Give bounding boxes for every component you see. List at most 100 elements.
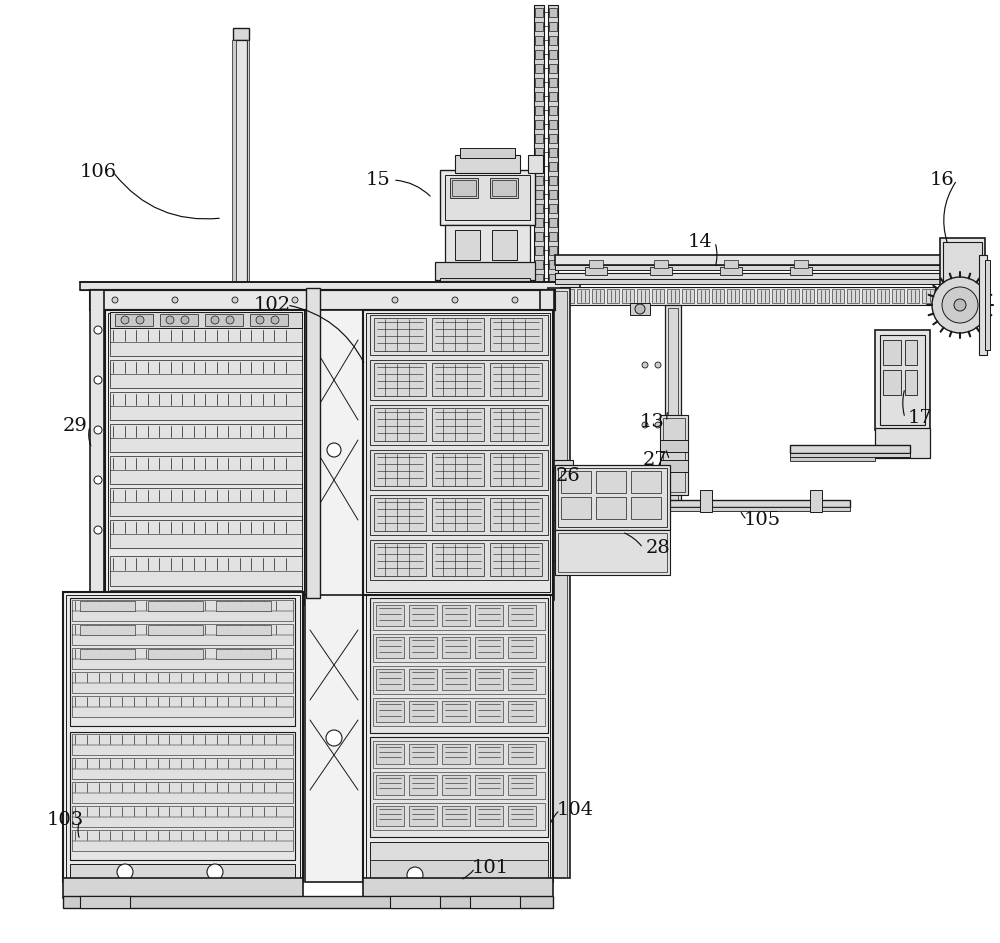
Bar <box>370 842 548 877</box>
Bar <box>979 255 987 355</box>
Bar <box>549 260 557 269</box>
Bar <box>555 530 670 575</box>
Bar <box>712 289 724 303</box>
Bar <box>450 178 478 198</box>
Circle shape <box>117 864 133 880</box>
Bar <box>549 120 557 129</box>
Bar <box>490 178 518 198</box>
Bar <box>305 310 363 595</box>
Text: 104: 104 <box>556 801 594 819</box>
Bar <box>373 698 545 726</box>
Bar <box>905 370 917 395</box>
Bar <box>490 498 542 531</box>
Bar <box>475 775 503 795</box>
Circle shape <box>136 316 144 324</box>
Bar <box>370 405 548 445</box>
Bar <box>373 772 545 799</box>
Bar <box>442 605 470 626</box>
Bar <box>555 279 980 284</box>
Text: 14: 14 <box>688 233 712 251</box>
Circle shape <box>94 526 102 534</box>
Bar <box>374 498 426 531</box>
Bar <box>561 471 591 493</box>
Bar <box>490 363 542 396</box>
Bar <box>370 450 548 490</box>
Circle shape <box>452 297 458 303</box>
Bar <box>72 696 293 717</box>
Bar <box>442 637 470 658</box>
Bar <box>110 312 302 328</box>
Bar <box>374 543 426 576</box>
Bar <box>877 289 889 303</box>
Bar <box>110 590 302 620</box>
Bar <box>370 737 548 837</box>
Text: 17: 17 <box>908 409 932 427</box>
Circle shape <box>407 867 423 883</box>
Text: 101: 101 <box>471 859 509 877</box>
Bar <box>832 289 844 303</box>
Circle shape <box>642 362 648 368</box>
Bar <box>110 312 302 320</box>
Bar <box>442 744 470 764</box>
Bar <box>549 64 557 73</box>
Bar <box>883 340 901 365</box>
Bar <box>63 896 553 908</box>
Bar <box>665 507 850 511</box>
Bar <box>562 289 574 303</box>
Bar <box>110 556 302 586</box>
Bar <box>772 289 784 303</box>
Bar <box>72 758 293 779</box>
Bar <box>549 36 557 45</box>
Bar <box>490 543 542 576</box>
Bar <box>409 637 437 658</box>
Bar <box>875 428 930 458</box>
Bar <box>376 669 404 690</box>
Bar <box>535 36 543 45</box>
Bar <box>376 775 404 795</box>
Bar <box>790 453 910 457</box>
Bar <box>637 289 649 303</box>
Bar <box>790 267 812 275</box>
Bar <box>742 289 754 303</box>
Bar <box>409 775 437 795</box>
Bar <box>549 246 557 255</box>
Bar <box>724 260 738 268</box>
Bar <box>374 363 426 396</box>
Bar <box>622 289 634 303</box>
Bar <box>108 313 302 602</box>
Bar <box>558 468 667 527</box>
Circle shape <box>326 730 342 746</box>
Bar <box>535 148 543 157</box>
Bar <box>660 440 688 452</box>
Bar <box>577 289 589 303</box>
Bar <box>663 418 685 492</box>
Bar <box>370 860 548 878</box>
Bar <box>80 649 135 659</box>
Bar <box>555 265 980 270</box>
Bar <box>528 155 543 173</box>
Bar <box>551 291 567 877</box>
Circle shape <box>94 426 102 434</box>
Bar <box>72 624 293 645</box>
Bar <box>148 625 203 635</box>
Bar <box>475 637 503 658</box>
Circle shape <box>121 316 129 324</box>
Bar <box>940 238 985 313</box>
Bar <box>534 5 544 315</box>
Bar <box>373 666 545 694</box>
Bar <box>535 92 543 101</box>
Bar <box>80 282 580 290</box>
Bar <box>555 273 980 279</box>
Bar <box>475 605 503 626</box>
Bar <box>555 255 980 265</box>
Circle shape <box>207 864 223 880</box>
Bar <box>787 289 799 303</box>
Bar <box>492 180 516 196</box>
Bar <box>432 543 484 576</box>
Bar <box>374 408 426 441</box>
Bar <box>373 634 545 662</box>
Bar <box>665 305 681 505</box>
Bar <box>373 602 545 630</box>
Bar <box>607 289 619 303</box>
Bar <box>508 605 536 626</box>
